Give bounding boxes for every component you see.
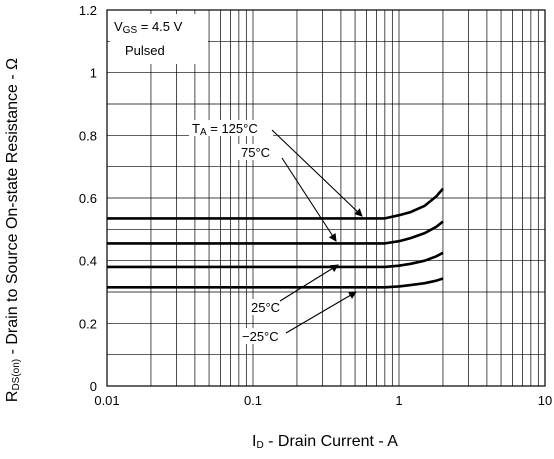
t25-label: 25°C <box>251 300 280 315</box>
tm25-label: −25°C <box>242 329 279 344</box>
arrow-125 <box>271 129 363 217</box>
ta-label-bg <box>189 120 273 136</box>
tm25-label-bg <box>240 328 286 344</box>
grid <box>107 10 545 386</box>
y-tick-label: 0.6 <box>79 191 97 206</box>
pulsed-label: Pulsed <box>125 43 165 58</box>
ta-125-label: TA = 125°C <box>192 121 258 138</box>
y-tick-label: 0.4 <box>79 254 97 269</box>
y-axis-label: RDS(on) - Drain to Source On-state Resis… <box>4 58 22 402</box>
arrow-25 <box>279 264 339 302</box>
annotation-arrows <box>271 129 363 334</box>
x-tick-label: 10 <box>538 393 552 408</box>
series-line <box>107 220 444 245</box>
arrow-m25 <box>285 291 357 334</box>
t75-label: 75°C <box>241 145 270 160</box>
y-tick-label: 1.2 <box>79 3 97 18</box>
vgs-condition: VGS = 4.5 V <box>114 19 183 36</box>
x-tick-label: 0.1 <box>244 393 262 408</box>
series-line <box>107 187 444 220</box>
y-tick-label: 0.8 <box>79 128 97 143</box>
conditions-box <box>110 14 208 64</box>
x-tick-label: 0.01 <box>94 393 119 408</box>
t75-label-bg <box>238 144 278 160</box>
x-axis-label: ID - Drain Current - A <box>252 433 398 451</box>
t25-label-bg <box>248 299 286 315</box>
series-line <box>107 277 444 289</box>
y-tick-label: 1 <box>90 66 97 81</box>
y-tick-label: 0 <box>90 379 97 394</box>
series-line <box>107 251 444 269</box>
y-tick-label: 0.2 <box>79 316 97 331</box>
x-tick-label: 1 <box>395 393 402 408</box>
series-group <box>107 187 444 289</box>
tick-labels: 0.01 0.1 1 10 0 0.2 0.4 0.6 0.8 1 1.2 <box>79 3 552 408</box>
plot-frame <box>106 9 546 387</box>
arrow-75 <box>281 157 337 242</box>
